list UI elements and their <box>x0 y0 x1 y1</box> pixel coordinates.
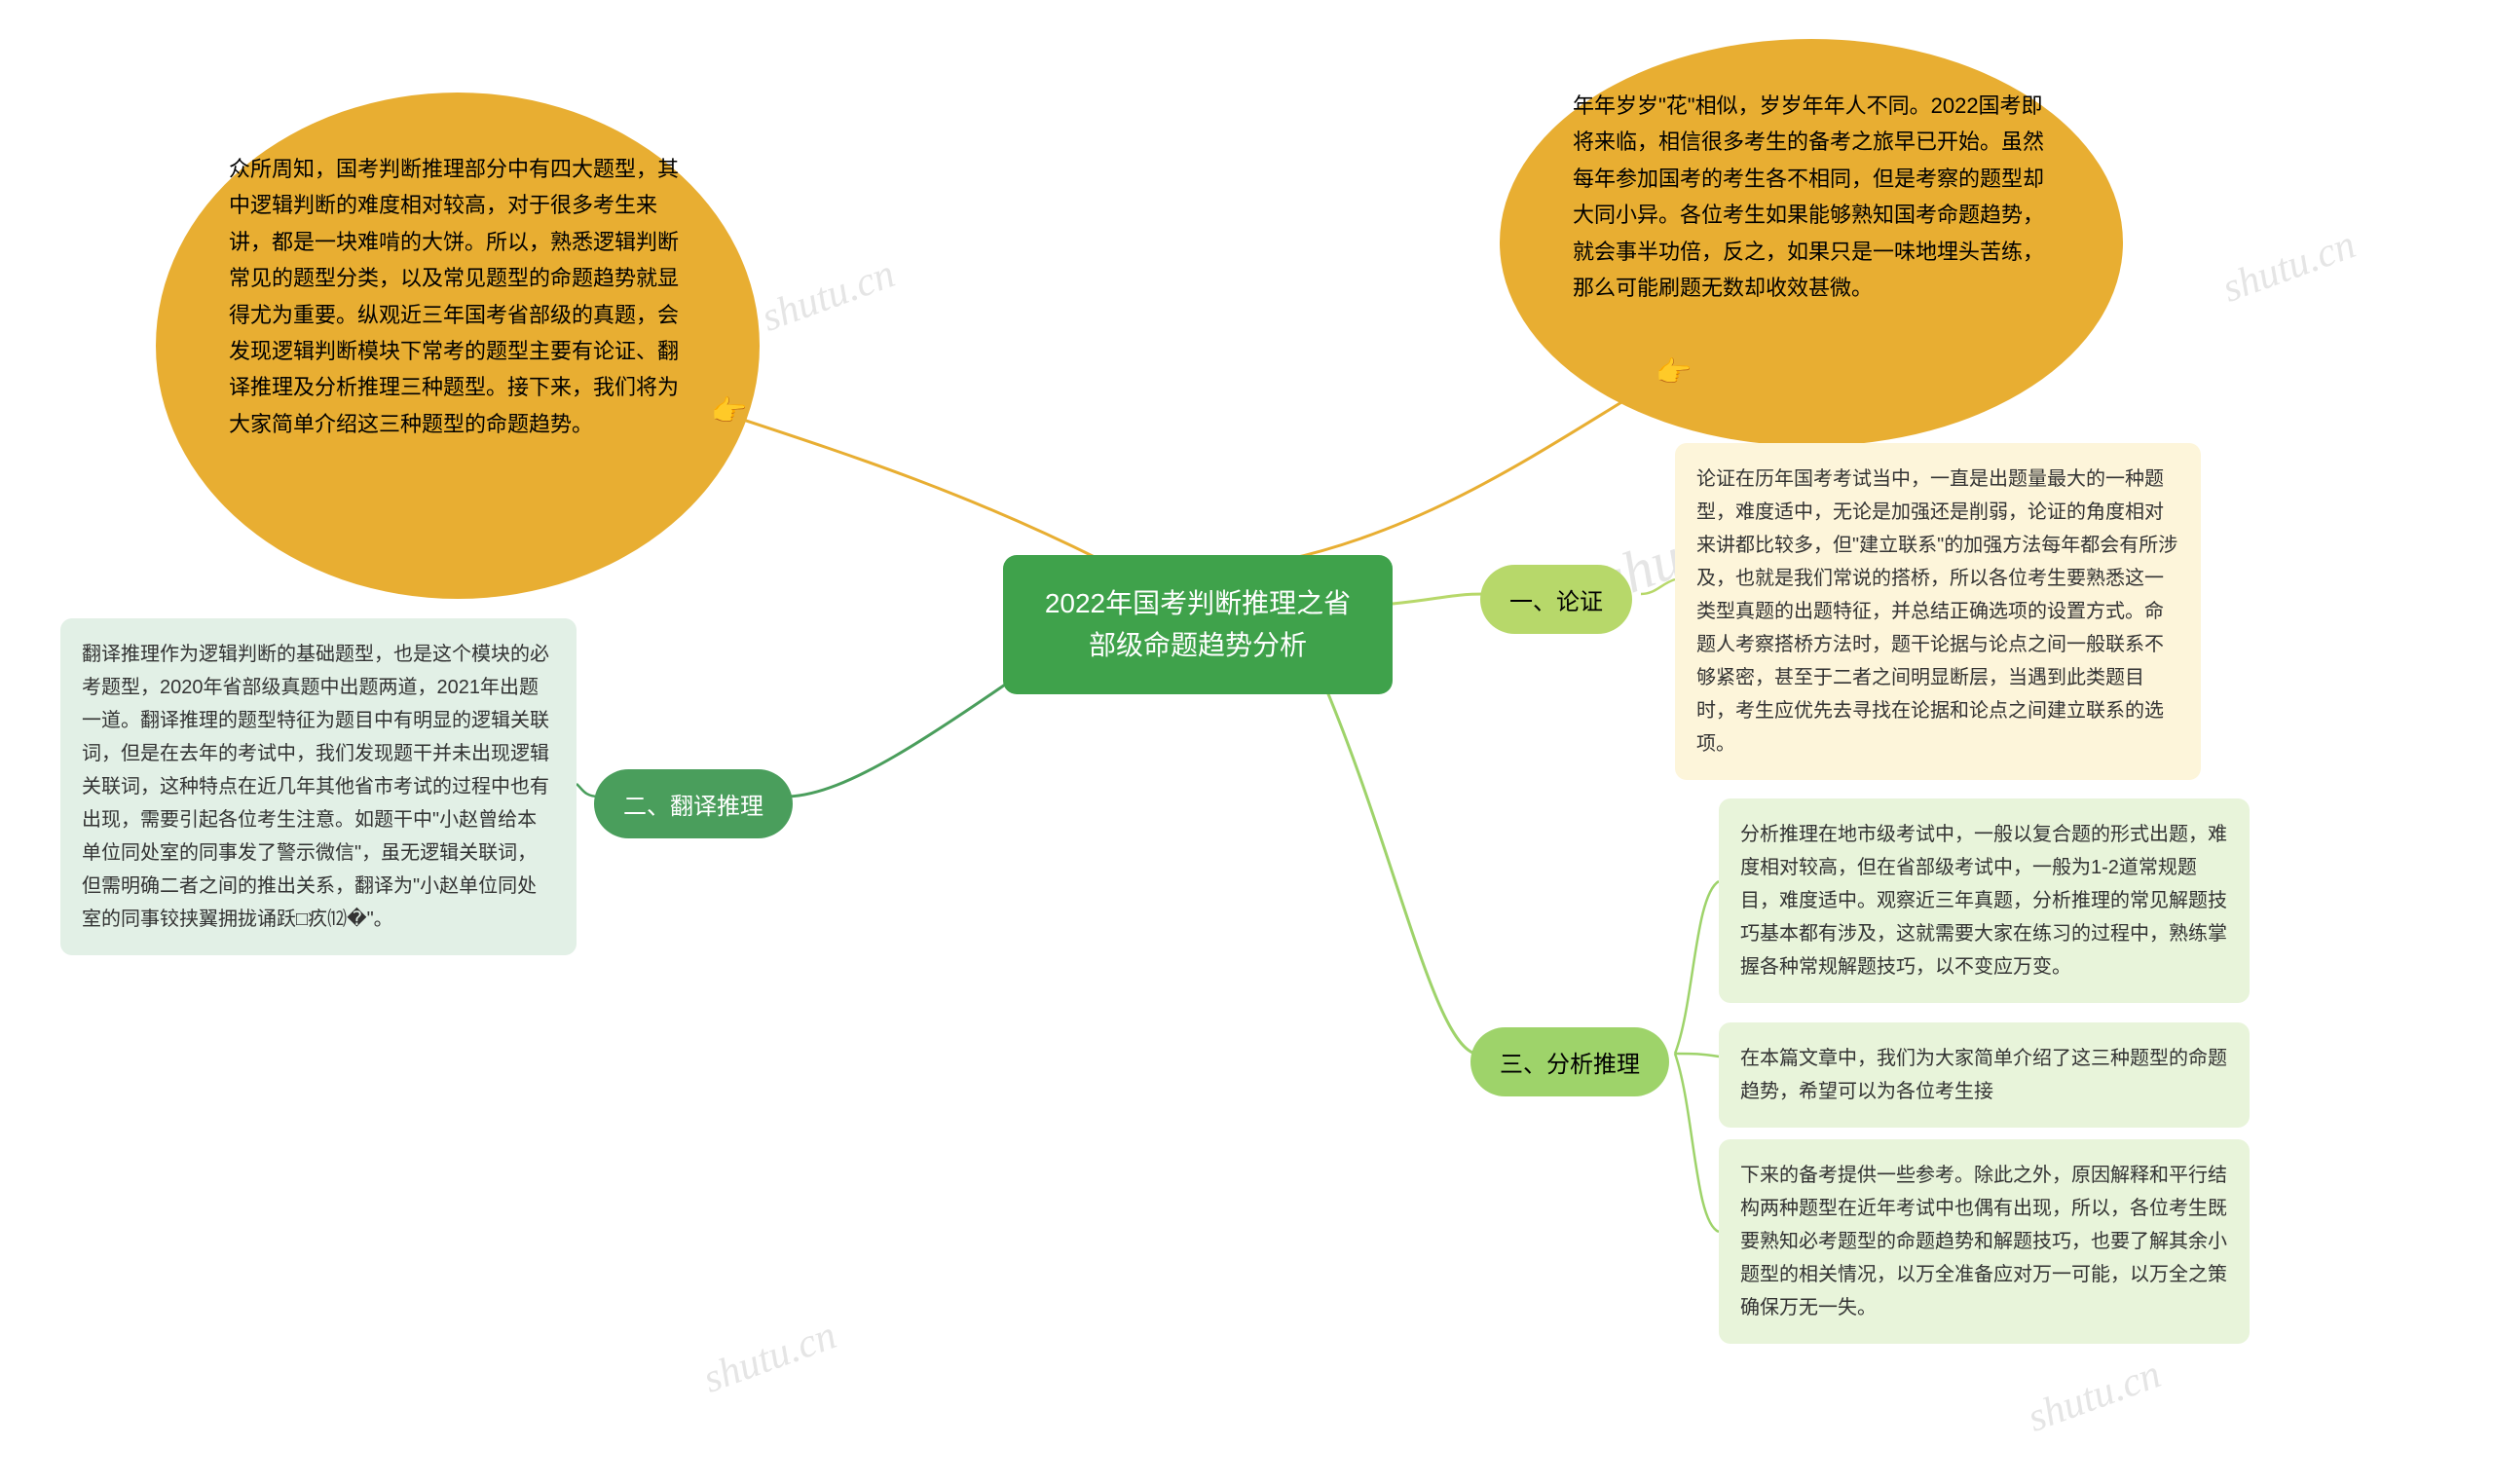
watermark: shutu.cn <box>756 250 901 341</box>
center-node: 2022年国考判断推理之省 部级命题趋势分析 <box>1003 555 1393 694</box>
branch-3-leaf-1: 分析推理在地市级考试中，一般以复合题的形式出题，难度相对较高，但在省部级考试中，… <box>1719 798 2250 1003</box>
branch-3-leaf-3: 下来的备考提供一些参考。除此之外，原因解释和平行结构两种题型在近年考试中也偶有出… <box>1719 1139 2250 1344</box>
watermark: shutu.cn <box>2216 221 2362 312</box>
branch-2-leaf-text: 翻译推理作为逻辑判断的基础题型，也是这个模块的必考题型，2020年省部级真题中出… <box>82 644 549 930</box>
pointer-icon: 👉 <box>711 394 747 428</box>
center-title-line1: 2022年国考判断推理之省 <box>1042 582 1354 624</box>
intro-bubble-right: 年年岁岁"花"相似，岁岁年年人不同。2022国考即将来临，相信很多考生的备考之旅… <box>1500 39 2123 446</box>
branch-3-leaf-3-text: 下来的备考提供一些参考。除此之外，原因解释和平行结构两种题型在近年考试中也偶有出… <box>1740 1165 2227 1318</box>
branch-3-leaf-1-text: 分析推理在地市级考试中，一般以复合题的形式出题，难度相对较高，但在省部级考试中，… <box>1740 824 2227 978</box>
branch-2-label-text: 二、翻译推理 <box>623 794 763 820</box>
branch-1-label: 一、论证 <box>1480 565 1632 634</box>
branch-1-leaf: 论证在历年国考考试当中，一直是出题量最大的一种题型，难度适中，无论是加强还是削弱… <box>1675 443 2201 780</box>
branch-1-label-text: 一、论证 <box>1509 589 1603 615</box>
branch-2-label: 二、翻译推理 <box>594 769 793 838</box>
branch-2-leaf: 翻译推理作为逻辑判断的基础题型，也是这个模块的必考题型，2020年省部级真题中出… <box>60 618 577 955</box>
intro-bubble-left: 众所周知，国考判断推理部分中有四大题型，其中逻辑判断的难度相对较高，对于很多考生… <box>156 93 760 599</box>
branch-1-leaf-text: 论证在历年国考考试当中，一直是出题量最大的一种题型，难度适中，无论是加强还是削弱… <box>1696 468 2177 755</box>
watermark: shutu.cn <box>2022 1351 2167 1441</box>
intro-bubble-left-text: 众所周知，国考判断推理部分中有四大题型，其中逻辑判断的难度相对较高，对于很多考生… <box>229 151 687 442</box>
branch-3-leaf-2: 在本篇文章中，我们为大家简单介绍了这三种题型的命题趋势，希望可以为各位考生接 <box>1719 1022 2250 1128</box>
center-title-line2: 部级命题趋势分析 <box>1042 624 1354 666</box>
pointer-icon: 👉 <box>1656 355 1692 390</box>
watermark: shutu.cn <box>697 1312 842 1402</box>
branch-3-label-text: 三、分析推理 <box>1500 1052 1640 1078</box>
branch-3-label: 三、分析推理 <box>1470 1027 1669 1096</box>
intro-bubble-right-text: 年年岁岁"花"相似，岁岁年年人不同。2022国考即将来临，相信很多考生的备考之旅… <box>1573 88 2050 306</box>
branch-3-leaf-2-text: 在本篇文章中，我们为大家简单介绍了这三种题型的命题趋势，希望可以为各位考生接 <box>1740 1048 2227 1102</box>
